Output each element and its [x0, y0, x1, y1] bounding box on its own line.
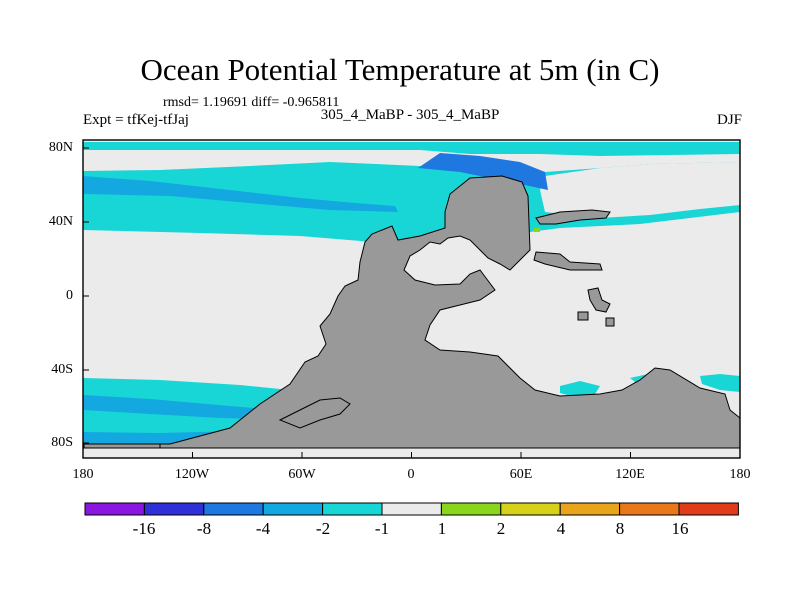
colorbar-swatch [500, 502, 561, 516]
lon-label-180e: 180 [729, 467, 751, 482]
lon-label-60e: 60E [509, 467, 533, 482]
island-east [587, 287, 611, 313]
colorbar-label: 2 [496, 519, 506, 538]
center-label: 305_4_MaBP - 305_4_MaBP [320, 107, 500, 123]
lat-label-40s: 40S [51, 362, 73, 377]
landmass-west [159, 175, 740, 449]
colorbar-label: 8 [615, 519, 625, 538]
lat-label-40n: 40N [48, 214, 73, 229]
neutral-strip-north [83, 150, 740, 172]
island-east-tiny [605, 317, 615, 327]
colorbar-swatch [262, 502, 324, 516]
colorbar-label: -8 [196, 519, 212, 538]
lat-label-80n: 80N [48, 140, 73, 155]
stats-label: rmsd= 1.19691 diff= -0.965811 [163, 95, 340, 110]
cyan-patch-south-far-east [700, 374, 740, 392]
green-spot [534, 228, 540, 232]
lon-label-60w: 60W [288, 467, 316, 482]
colorbar-label: 16 [671, 519, 689, 538]
lon-label-0: 0 [407, 467, 415, 482]
colorbar [84, 502, 739, 516]
landmass-arm [535, 209, 611, 225]
map-title: Ocean Potential Temperature at 5m (in C) [140, 52, 660, 87]
island-east-small [577, 311, 589, 321]
cyan-patch-south-east [560, 381, 600, 397]
light-blue-band-south-1 [83, 395, 300, 420]
season-label: DJF [716, 112, 742, 128]
lat-label-0: 0 [66, 288, 73, 303]
lat-label-80s: 80S [51, 435, 73, 450]
colorbar-swatch [381, 502, 442, 516]
lon-label-180w: 180 [72, 467, 94, 482]
colorbar-label: -4 [255, 519, 271, 538]
experiment-label: Expt = tfKej-tfJaj [83, 112, 189, 128]
colorbar-swatch [322, 502, 383, 516]
colorbar-swatch [143, 502, 205, 516]
colorbar-swatch [203, 502, 264, 516]
colorbar-label: -1 [374, 519, 390, 538]
lon-label-120e: 120E [615, 467, 645, 482]
map-plot-area [83, 140, 740, 458]
light-blue-band-north [83, 176, 398, 212]
colorbar-label: -16 [132, 519, 156, 538]
axis-ticks [82, 147, 741, 458]
landmass-north-east [533, 251, 603, 271]
landmass-south-west [83, 443, 161, 449]
colorbar-swatch [678, 502, 739, 516]
colorbar-swatch [440, 502, 502, 516]
lon-label-120w: 120W [174, 467, 210, 482]
colorbar-label: 4 [556, 519, 566, 538]
landmass-south-arc [278, 397, 351, 429]
colorbar-swatch [559, 502, 621, 516]
colorbar-swatch [619, 502, 680, 516]
colorbar-label: 1 [437, 519, 447, 538]
colorbar-swatch [84, 502, 145, 516]
colorbar-label: -2 [315, 519, 331, 538]
